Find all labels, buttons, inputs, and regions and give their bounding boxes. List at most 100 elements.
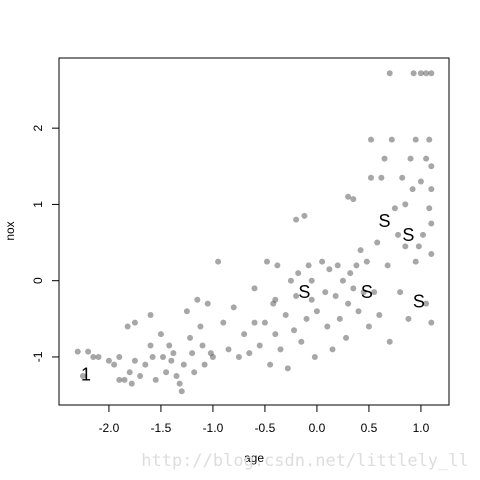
point: [126, 369, 133, 376]
plot-frame: [58, 57, 450, 406]
point: [187, 334, 194, 341]
x-tick-label: -2.0: [99, 421, 120, 435]
point: [410, 70, 417, 77]
point: [152, 376, 159, 383]
point: [301, 212, 308, 219]
point: [397, 289, 404, 296]
annotation: S: [402, 225, 414, 245]
point: [326, 266, 333, 273]
point: [116, 376, 123, 383]
point: [194, 296, 201, 303]
point: [308, 277, 315, 284]
point: [264, 258, 270, 265]
point: [272, 296, 279, 303]
point: [423, 155, 430, 162]
point: [74, 348, 81, 355]
point: [395, 231, 402, 238]
point: [166, 342, 173, 349]
point: [241, 331, 248, 338]
point: [199, 342, 206, 349]
point: [319, 258, 326, 265]
y-axis-label: nox: [3, 221, 17, 240]
point: [293, 292, 300, 299]
point: [334, 262, 341, 269]
point: [412, 136, 419, 143]
point: [428, 220, 435, 227]
annotation: S: [413, 291, 425, 311]
point: [412, 258, 419, 265]
point: [345, 193, 352, 200]
point: [391, 205, 398, 212]
point: [204, 300, 211, 307]
point: [388, 136, 395, 143]
point: [386, 338, 393, 345]
point: [173, 373, 180, 380]
point: [160, 353, 166, 360]
point: [428, 250, 435, 257]
point: [378, 174, 385, 181]
x-tick-label: -1.0: [203, 421, 224, 435]
y-tick-label: 1: [31, 201, 45, 208]
point: [189, 350, 196, 357]
point: [168, 357, 175, 364]
point: [417, 178, 424, 185]
annotation: 1: [81, 364, 91, 384]
point: [313, 308, 320, 315]
point: [426, 205, 433, 212]
point: [350, 285, 357, 292]
y-tick-label: -1: [31, 351, 45, 362]
point: [191, 369, 198, 376]
x-tick-label: 0.5: [361, 421, 378, 435]
point: [428, 163, 435, 170]
point: [230, 304, 237, 311]
point: [261, 319, 268, 326]
point: [339, 277, 346, 284]
point: [131, 319, 138, 326]
point: [417, 70, 424, 77]
point: [287, 277, 294, 284]
point: [324, 323, 331, 330]
point: [368, 174, 374, 181]
point: [402, 243, 409, 250]
point: [368, 136, 374, 143]
point: [345, 300, 352, 307]
annotation: S: [379, 211, 391, 231]
point: [170, 350, 177, 357]
x-tick-label: -1.5: [151, 421, 172, 435]
point: [329, 346, 336, 353]
point: [336, 315, 343, 322]
point: [147, 312, 154, 319]
point: [371, 289, 378, 296]
x-tick-label: 1.0: [413, 421, 430, 435]
point: [147, 342, 154, 349]
point: [111, 361, 118, 368]
point: [246, 350, 253, 357]
point: [311, 353, 318, 360]
point: [163, 369, 170, 376]
point: [386, 70, 393, 77]
point: [90, 353, 97, 360]
point: [428, 70, 435, 77]
point: [332, 292, 339, 299]
point: [251, 285, 258, 292]
point: [157, 331, 164, 338]
x-axis-label: age: [244, 451, 264, 465]
point: [384, 262, 391, 269]
point: [374, 239, 381, 246]
point: [176, 380, 183, 387]
y-tick-label: 0: [31, 277, 45, 284]
annotation: S: [298, 282, 310, 302]
point: [347, 270, 354, 277]
point: [197, 323, 204, 330]
point: [272, 331, 279, 338]
x-tick-label: 0.0: [309, 421, 326, 435]
point: [251, 319, 258, 326]
point: [267, 361, 274, 368]
annotation: S: [361, 282, 373, 302]
point: [399, 174, 406, 181]
point: [284, 365, 291, 372]
point: [428, 186, 435, 193]
point: [225, 346, 232, 353]
point: [360, 289, 367, 296]
